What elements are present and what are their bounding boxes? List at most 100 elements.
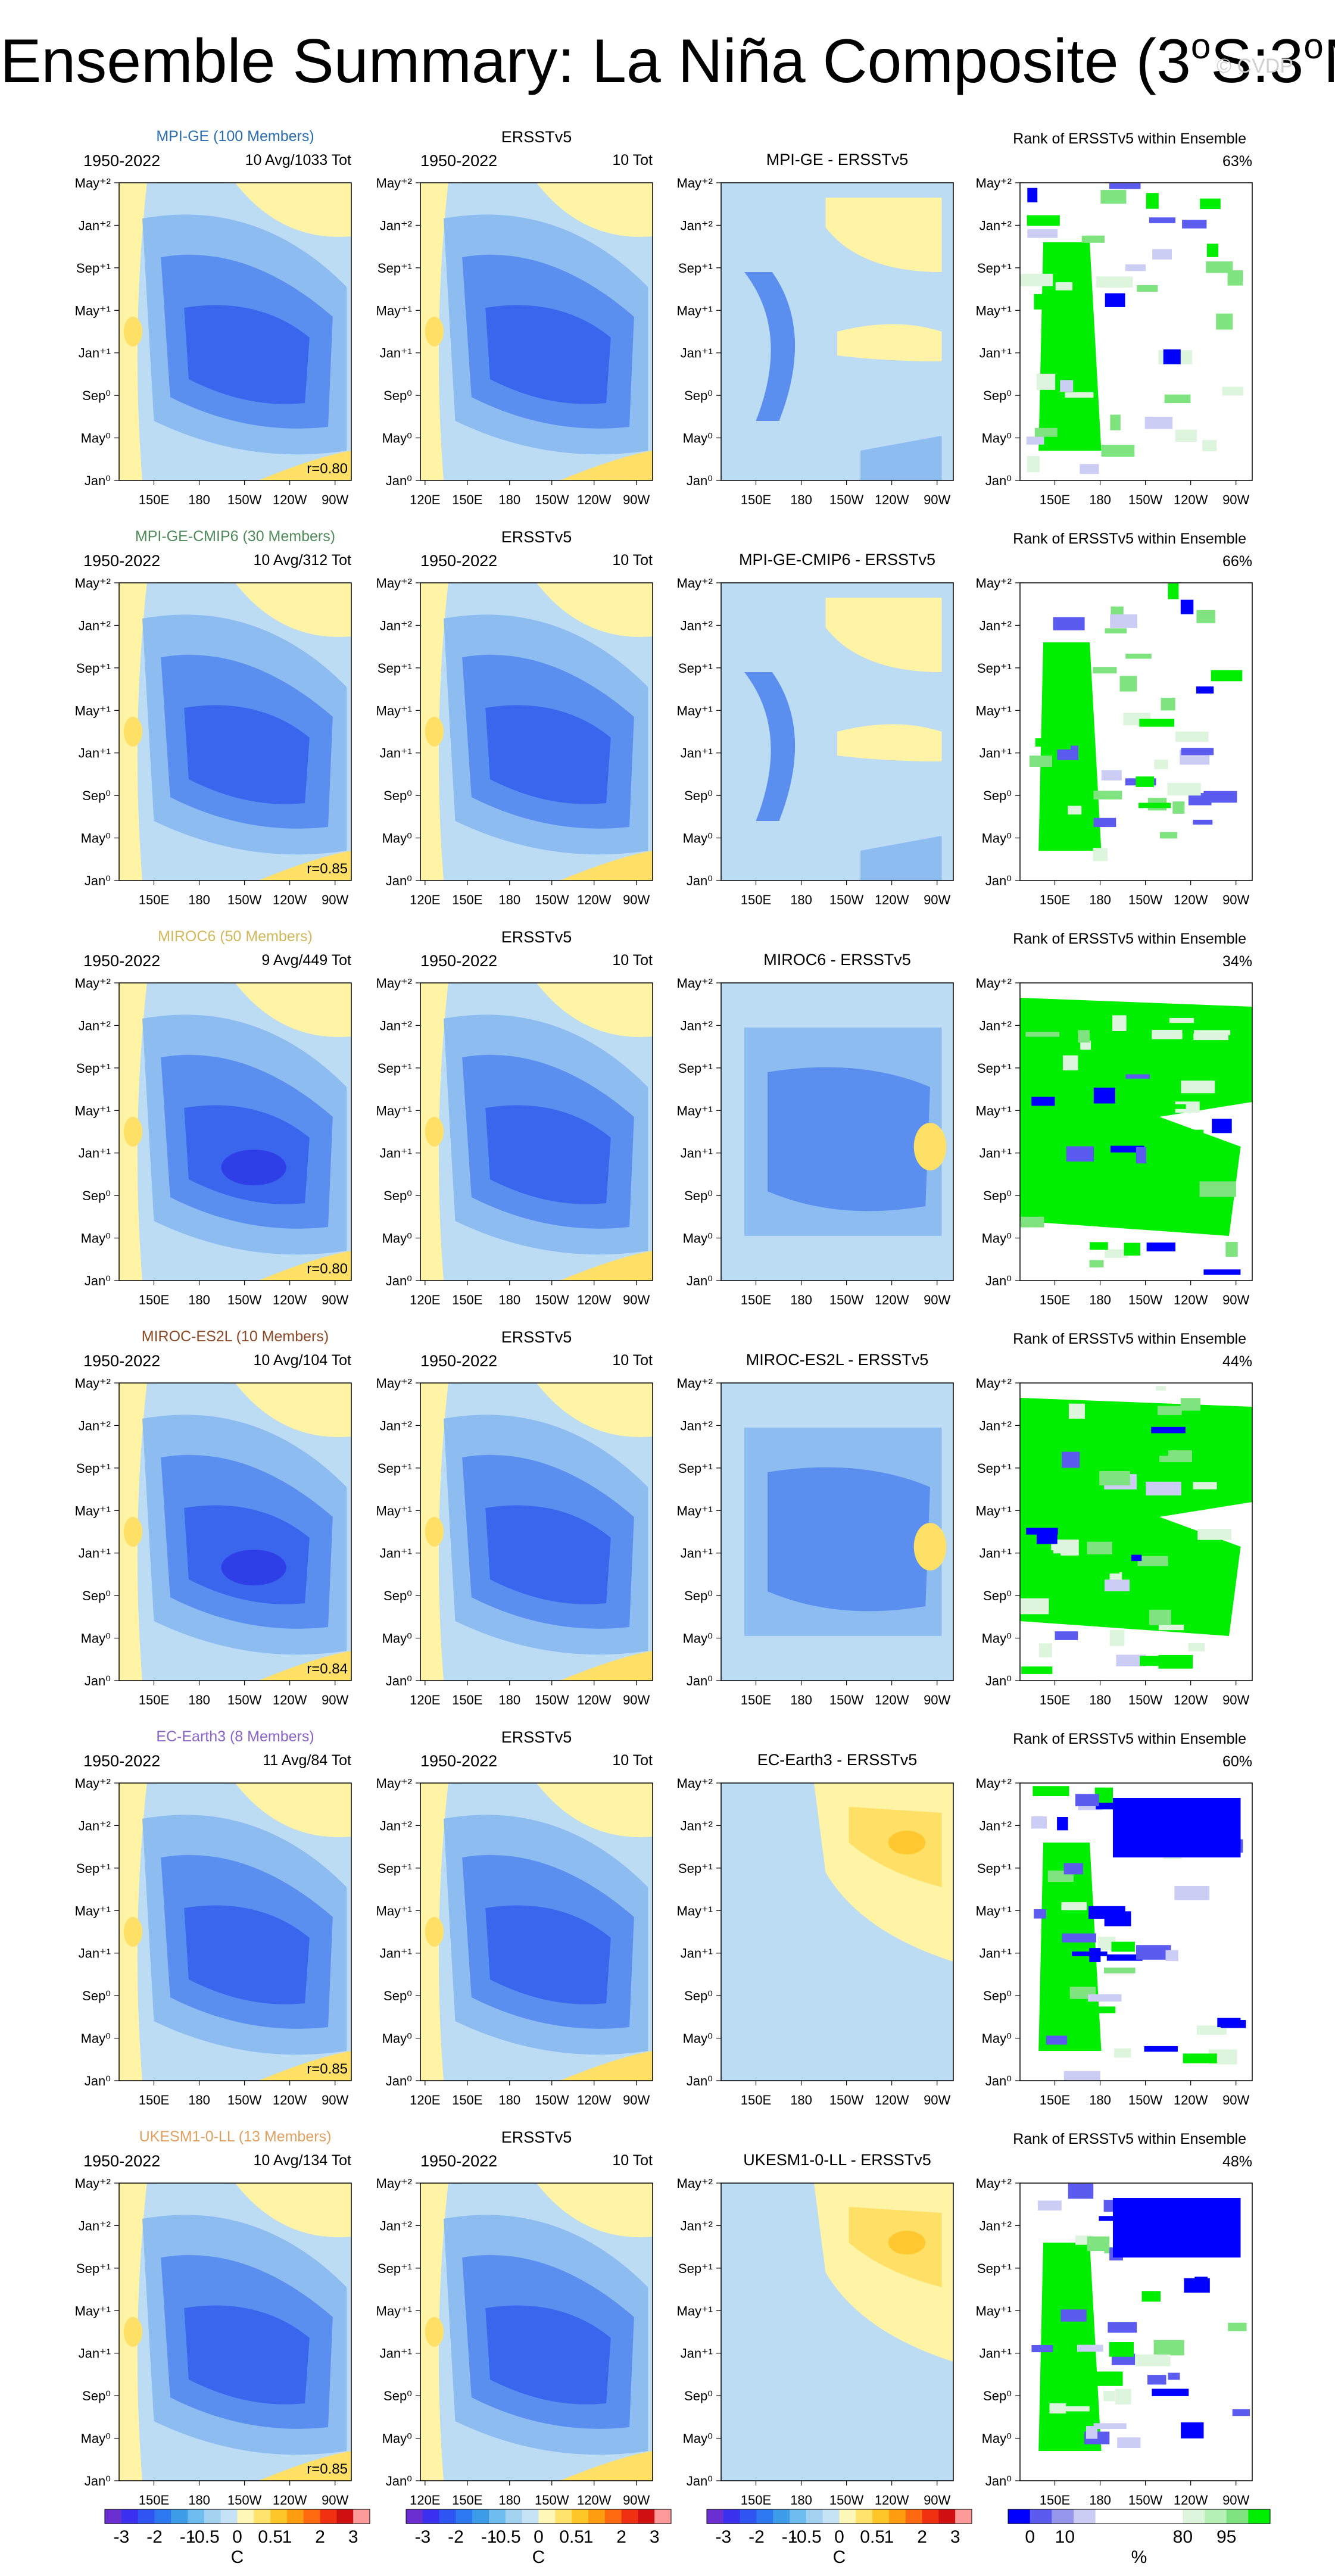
rank-cell xyxy=(1183,2053,1217,2063)
diff-title: MIROC6 - ERSSTv5 xyxy=(763,951,911,969)
rank-cell xyxy=(1026,436,1044,445)
y-tick-label: Sep⁺¹ xyxy=(678,1861,713,1876)
rank-cell xyxy=(1154,1104,1186,1109)
rank-cell xyxy=(1147,2375,1166,2385)
colorbar-swatch xyxy=(1008,2509,1031,2524)
y-tick-label: Jan⁺¹ xyxy=(681,746,713,761)
x-tick-label: 150E xyxy=(741,892,771,907)
warm-top-patch xyxy=(235,183,351,237)
y-tick-label: Jan⁺² xyxy=(681,618,713,633)
obs-name: ERSSTv5 xyxy=(501,1728,572,1746)
x-tick-label: 150W xyxy=(829,2093,864,2107)
period-label: 1950-2022 xyxy=(420,552,497,570)
y-tick-label: Jan⁰ xyxy=(985,1673,1012,1688)
colorbar-label: -0.5 xyxy=(490,2527,521,2547)
y-tick-label: Jan⁰ xyxy=(386,873,412,888)
cold-anomaly-peak xyxy=(221,1550,286,1585)
diff-warm-peak xyxy=(888,2231,926,2255)
rank-cell xyxy=(1031,1816,1047,1829)
y-tick-label: Jan⁺¹ xyxy=(79,1946,111,1961)
colorbar-swatch xyxy=(806,2509,824,2524)
y-tick-label: Jan⁰ xyxy=(386,1273,412,1288)
diff-cold-bottom xyxy=(860,436,942,480)
rank-cell xyxy=(1199,1181,1236,1197)
x-tick-label: 150E xyxy=(139,892,169,907)
panel-frame xyxy=(118,982,352,1281)
rank-cell xyxy=(1096,276,1133,288)
rank-cell xyxy=(1046,1040,1059,1049)
rank-cell xyxy=(1093,2423,1127,2429)
y-tick-label: Sep⁰ xyxy=(383,1188,412,1203)
period-label: 1950-2022 xyxy=(83,152,160,170)
panel-frame xyxy=(118,1382,352,1681)
rank-cell xyxy=(1196,2025,1227,2035)
rank-cell xyxy=(1060,2309,1087,2322)
colorbar-swatch xyxy=(638,2509,655,2524)
x-tick-label: 90W xyxy=(322,1292,348,1307)
rank-cell xyxy=(1182,220,1207,229)
panel-frame xyxy=(420,2182,653,2481)
rank-cell xyxy=(1153,2340,1184,2356)
rank-cell xyxy=(1175,429,1197,442)
member-count: 10 Avg/104 Tot xyxy=(253,1352,351,1369)
diff-warm-outer xyxy=(825,198,942,272)
ensemble-row: UKESM1-0-LL (13 Members) 1950-2022 10 Avg/… xyxy=(75,2128,1253,2508)
rank-cell xyxy=(1088,1906,1125,1919)
rank-cell xyxy=(1055,282,1073,291)
x-tick-label: 180 xyxy=(188,1292,210,1307)
y-tick-label: Sep⁰ xyxy=(983,1188,1012,1203)
x-tick-label: 90W xyxy=(924,892,950,907)
y-tick-label: Jan⁰ xyxy=(85,2074,111,2088)
diff-warm-spot xyxy=(913,1123,947,1170)
rank-green-region xyxy=(1020,998,1252,1236)
colorbar-swatch xyxy=(171,2509,188,2524)
ensemble-row: MIROC6 (50 Members) 1950-2022 9 Avg/449 To… xyxy=(75,928,1253,1307)
y-tick-label: Jan⁺¹ xyxy=(681,1946,713,1961)
y-tick-label: Sep⁺¹ xyxy=(678,1461,713,1476)
rank-cell xyxy=(1068,2183,1094,2199)
colorbar-swatch xyxy=(756,2509,773,2524)
warm-top-patch xyxy=(235,2183,351,2237)
rank-cell xyxy=(1031,2345,1053,2353)
cold-anomaly-core xyxy=(184,705,310,804)
rank-cell xyxy=(1087,2236,1110,2252)
rank-cell xyxy=(1184,2278,1210,2293)
rank-cell xyxy=(1101,770,1122,780)
rank-cell xyxy=(1027,188,1038,202)
rank-cell xyxy=(1105,1249,1128,1258)
y-tick-label: May⁰ xyxy=(382,431,413,446)
panel-frame xyxy=(420,1782,653,2081)
temperature-colorbar: -3 -2 -1-0.5 0 0.51 2 3 C xyxy=(104,2509,370,2567)
y-tick-label: Sep⁰ xyxy=(82,2388,111,2403)
colorbar-swatch xyxy=(1183,2509,1205,2524)
rank-cell xyxy=(1090,1242,1108,1250)
y-tick-label: May⁺² xyxy=(75,976,111,991)
colorbar-label: 0.5 xyxy=(860,2527,885,2547)
x-tick-label: 90W xyxy=(623,1292,650,1307)
y-tick-label: Jan⁰ xyxy=(687,873,713,888)
obs-name: ERSSTv5 xyxy=(501,128,572,146)
panel-frame xyxy=(720,182,954,481)
y-tick-label: Jan⁺¹ xyxy=(980,346,1012,361)
x-tick-label: 180 xyxy=(1089,2093,1111,2107)
rank-cell xyxy=(1119,1078,1156,1088)
x-tick-label: 120E xyxy=(410,2093,440,2107)
y-tick-label: Sep⁰ xyxy=(983,2388,1012,2403)
y-tick-label: May⁰ xyxy=(683,2031,713,2046)
diff-title: MIROC-ES2L - ERSSTv5 xyxy=(746,1351,929,1369)
y-tick-label: Sep⁰ xyxy=(82,388,111,403)
rank-cell xyxy=(1097,1937,1116,1951)
y-tick-label: Jan⁺² xyxy=(79,1418,111,1433)
rank-percent: 60% xyxy=(1222,1753,1252,1770)
x-tick-label: 180 xyxy=(498,492,520,507)
y-tick-label: Sep⁺¹ xyxy=(678,2261,713,2276)
x-tick-label: 120E xyxy=(410,2493,440,2508)
colorbar-swatch xyxy=(320,2509,337,2524)
warm-bottom-patch xyxy=(560,1251,653,1281)
rank-title: Rank of ERSSTv5 within Ensemble xyxy=(1013,1731,1246,1747)
rank-cell xyxy=(1093,817,1116,828)
y-tick-label: May⁺² xyxy=(976,2176,1012,2191)
y-tick-label: Sep⁺¹ xyxy=(76,1861,111,1876)
y-tick-label: Sep⁰ xyxy=(684,1588,713,1603)
x-tick-label: 180 xyxy=(1089,492,1111,507)
